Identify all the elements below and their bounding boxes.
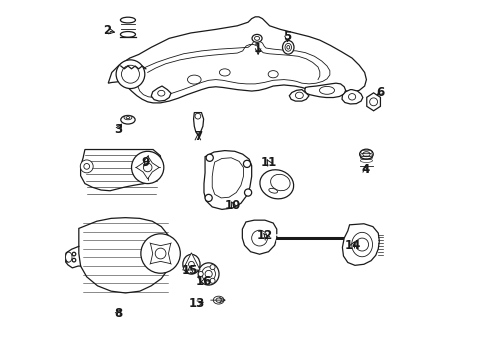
Ellipse shape [65,252,72,262]
Circle shape [141,234,180,273]
Ellipse shape [270,174,289,191]
Ellipse shape [213,296,224,304]
Polygon shape [203,150,251,210]
Circle shape [204,194,212,202]
Ellipse shape [348,94,355,100]
Ellipse shape [351,232,372,257]
Text: 15: 15 [182,264,198,277]
Ellipse shape [282,41,293,54]
Ellipse shape [120,32,135,37]
Ellipse shape [285,43,291,51]
Ellipse shape [362,152,369,157]
Circle shape [116,60,144,89]
Ellipse shape [319,86,334,94]
Circle shape [243,160,250,167]
Ellipse shape [210,278,215,283]
Circle shape [155,248,165,259]
Polygon shape [138,41,329,98]
Text: 13: 13 [189,297,205,310]
Polygon shape [289,90,308,101]
Ellipse shape [126,117,129,119]
Ellipse shape [216,298,221,302]
Ellipse shape [198,263,219,285]
Text: 4: 4 [361,163,369,176]
Polygon shape [136,156,159,179]
Ellipse shape [158,90,164,96]
Text: 6: 6 [376,86,384,99]
Circle shape [204,270,212,278]
Circle shape [131,151,163,184]
Circle shape [143,163,152,172]
Circle shape [206,154,213,161]
Polygon shape [193,113,203,135]
Ellipse shape [359,149,372,159]
Polygon shape [183,253,200,270]
Circle shape [66,252,69,256]
Ellipse shape [202,267,215,281]
Circle shape [355,238,368,251]
Ellipse shape [187,75,201,84]
Polygon shape [242,220,276,254]
Ellipse shape [286,45,289,49]
Ellipse shape [210,265,215,270]
Ellipse shape [251,35,262,42]
Circle shape [121,65,139,83]
Ellipse shape [219,69,230,76]
Polygon shape [212,158,243,198]
Ellipse shape [295,92,303,99]
Text: 11: 11 [260,156,276,169]
Ellipse shape [121,116,135,124]
Text: 8: 8 [114,307,122,320]
Circle shape [72,258,76,262]
Ellipse shape [183,255,200,274]
Polygon shape [150,243,170,264]
Ellipse shape [124,116,132,120]
Circle shape [80,160,93,173]
Ellipse shape [254,36,259,40]
Ellipse shape [120,17,135,23]
Ellipse shape [260,170,293,199]
Ellipse shape [268,188,277,193]
Polygon shape [342,224,379,265]
Circle shape [369,98,377,106]
Polygon shape [108,17,366,103]
Polygon shape [81,149,162,191]
Text: 2: 2 [103,24,111,37]
Text: 1: 1 [254,41,262,54]
Text: 9: 9 [142,156,150,169]
Circle shape [72,252,76,256]
Text: 16: 16 [196,275,212,288]
Text: 14: 14 [344,239,360,252]
Text: 5: 5 [283,30,291,43]
Circle shape [66,258,69,262]
Circle shape [188,261,194,267]
Polygon shape [366,93,380,111]
Text: 3: 3 [114,123,122,136]
Ellipse shape [267,71,278,78]
Circle shape [83,163,89,169]
Polygon shape [79,218,171,293]
Circle shape [195,113,201,119]
Circle shape [244,189,251,196]
Ellipse shape [198,271,203,276]
Text: 12: 12 [257,229,273,242]
Polygon shape [304,83,345,98]
Text: 7: 7 [193,130,202,144]
Polygon shape [341,90,362,104]
Text: 10: 10 [224,199,241,212]
Circle shape [251,230,267,246]
Polygon shape [151,86,171,101]
